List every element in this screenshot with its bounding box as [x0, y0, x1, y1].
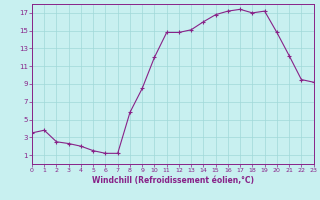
X-axis label: Windchill (Refroidissement éolien,°C): Windchill (Refroidissement éolien,°C) [92, 176, 254, 185]
